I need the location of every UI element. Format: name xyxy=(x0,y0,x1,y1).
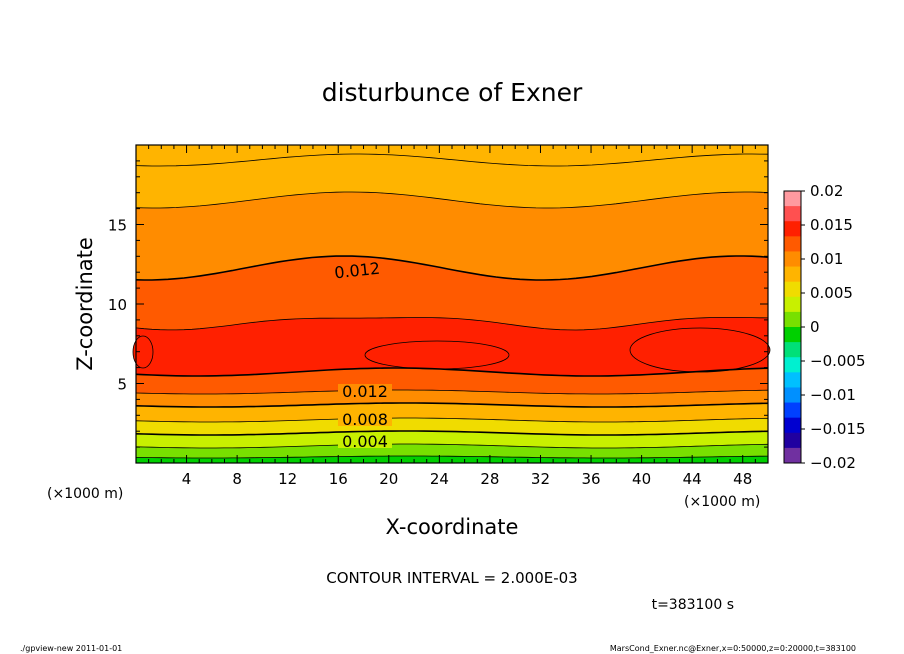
axis-ticks xyxy=(136,145,769,463)
contour-line-4 xyxy=(135,367,769,377)
high-cell-2 xyxy=(132,335,154,369)
colorbar-swatch xyxy=(784,251,801,267)
colorbar-swatch xyxy=(784,417,801,434)
contour-label-lower: 0.012 xyxy=(342,382,388,401)
contour-line-10 xyxy=(135,455,769,459)
contour-line-8 xyxy=(135,430,769,436)
x-tick-label: 20 xyxy=(379,470,398,488)
colorbar-label: −0.02 xyxy=(810,454,856,472)
x-tick-label: 32 xyxy=(531,470,550,488)
colorbar-label: 0.01 xyxy=(810,250,843,268)
contour-interval-text: CONTOUR INTERVAL = 2.000E-03 xyxy=(326,569,577,587)
colorbar-swatch xyxy=(784,372,801,388)
contour-line-5 xyxy=(135,389,769,395)
x-tick-label: 16 xyxy=(329,470,348,488)
contour-lines xyxy=(135,153,769,459)
x-tick-label: 44 xyxy=(683,470,702,488)
colorbar-swatch xyxy=(784,236,801,252)
colorbar-swatch xyxy=(784,191,801,207)
high-cell-0 xyxy=(364,340,510,370)
contour-fill-bands xyxy=(132,145,771,463)
contour-label-008: 0.008 xyxy=(342,410,388,429)
contour-line-7 xyxy=(135,417,769,423)
colorbar-label: 0.02 xyxy=(810,182,843,200)
x-tick-label: 36 xyxy=(581,470,600,488)
colorbar-label: −0.01 xyxy=(810,386,856,404)
x-axis-label: X-coordinate xyxy=(386,515,519,539)
y-tick-label: 15 xyxy=(108,217,127,235)
contour-labels: 0.012 0.012 0.008 0.004 xyxy=(329,259,392,451)
colorbar-label: 0.015 xyxy=(810,216,853,234)
contour-line-6 xyxy=(135,402,769,408)
x-tick-label: 48 xyxy=(733,470,752,488)
plot-area: 0.012 0.012 0.008 0.004 4 8 12 16 20 24 28 32 36… xyxy=(108,144,771,489)
colorbar-label: 0 xyxy=(810,318,820,336)
footer-left: ./gpview-new 2011-01-01 xyxy=(20,644,122,653)
colorbar-label: −0.015 xyxy=(810,420,866,438)
contour-line-1 xyxy=(135,191,769,209)
colorbar xyxy=(783,190,805,464)
high-cell-1 xyxy=(629,327,771,373)
colorbar-swatch xyxy=(784,357,801,373)
contour-label-004: 0.004 xyxy=(342,432,388,451)
time-text: t=383100 s xyxy=(652,597,734,613)
colorbar-swatch xyxy=(784,206,801,222)
colorbar-swatch xyxy=(784,402,801,419)
colorbar-swatch xyxy=(784,432,801,449)
colorbar-swatch xyxy=(784,266,801,283)
footer-right: MarsCond_Exner.nc@Exner,x=0:50000,z=0:20… xyxy=(610,644,856,653)
x-tick-label: 24 xyxy=(430,470,449,488)
x-tick-label: 12 xyxy=(278,470,297,488)
colorbar-label: 0.005 xyxy=(810,284,853,302)
colorbar-label: −0.005 xyxy=(810,352,866,370)
colorbar-labels: 0.02 0.015 0.01 0.005 0 −0.005 −0.01 −0.015 −0.0… xyxy=(810,182,866,472)
colorbar-swatch xyxy=(784,296,801,313)
x-tick-label: 8 xyxy=(232,470,242,488)
colorbar-swatch xyxy=(784,387,801,403)
contour-line-2 xyxy=(135,255,769,281)
colorbar-swatch xyxy=(784,447,801,464)
contour-label-upper: 0.012 xyxy=(333,259,381,283)
colorbar-swatch xyxy=(784,311,801,328)
x-tick-label: 28 xyxy=(480,470,499,488)
contour-line-9 xyxy=(135,443,769,449)
colorbar-swatch xyxy=(784,221,801,237)
colorbar-swatch xyxy=(784,342,801,358)
chart-title: disturbunce of Exner xyxy=(322,78,583,107)
contour-line-3 xyxy=(135,317,769,331)
x-unit-left: (×1000 m) xyxy=(47,486,123,502)
x-tick-label: 40 xyxy=(632,470,651,488)
y-tick-label: 10 xyxy=(108,296,127,314)
x-tick-label: 4 xyxy=(182,470,192,488)
colorbar-swatch xyxy=(784,281,801,298)
contour-line-0 xyxy=(135,153,769,167)
y-tick-label: 5 xyxy=(117,376,127,394)
x-unit-right: (×1000 m) xyxy=(684,494,760,510)
y-axis-label: Z-coordinate xyxy=(73,237,97,371)
colorbar-swatch xyxy=(784,327,801,343)
